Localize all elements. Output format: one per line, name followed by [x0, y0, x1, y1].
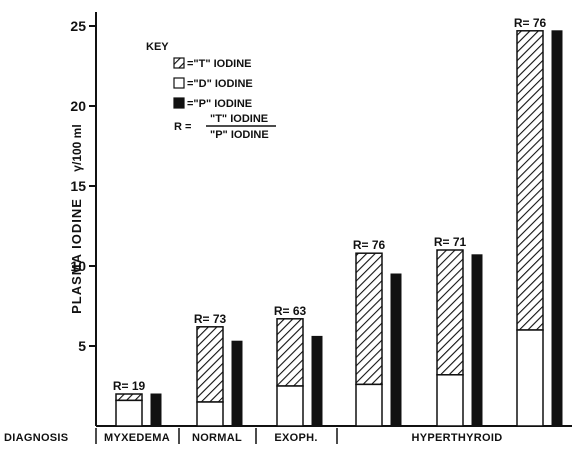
bar-p-iodine [390, 273, 402, 427]
y-tick-label: 25 [70, 18, 86, 34]
r-ratio-label: R= 19 [113, 379, 146, 393]
bar-t-iodine [516, 30, 544, 331]
legend-swatch-hatched [173, 57, 185, 69]
y-axis-unit: γ/100 ml [70, 124, 84, 171]
bar-p-iodine [150, 393, 162, 427]
bar-p-iodine [311, 335, 323, 427]
legend-swatch-white [173, 77, 185, 89]
bar-p-iodine [231, 340, 243, 427]
category-label: HYPERTHYROID [412, 432, 503, 444]
bar-t-iodine [436, 249, 464, 376]
y-tick-label: 15 [70, 178, 86, 194]
category-label: MYXEDEMA [104, 432, 170, 444]
bar-t-iodine [276, 318, 304, 387]
y-tick-label: 10 [70, 258, 86, 274]
bar-p-iodine [551, 30, 563, 427]
legend-ratio-lhs: R = [174, 121, 191, 133]
bar-d-iodine [115, 399, 143, 427]
legend: KEY ="T" IODINE ="D" IODINE ="P" IODINE … [146, 41, 276, 141]
bar-d-iodine [355, 383, 383, 427]
r-ratio-label: R= 73 [194, 312, 227, 326]
y-ticks: 5 10 15 20 25 [70, 18, 96, 354]
r-ratio-label: R= 76 [353, 238, 386, 252]
legend-ratio-denominator: "P" IODINE [210, 129, 269, 141]
legend-ratio-numerator: "T" IODINE [210, 113, 268, 125]
category-label: NORMAL [192, 432, 242, 444]
bars: R= 19 R= 73 R= 63 R= 76 R= 71 R= 76 [113, 16, 563, 427]
legend-entry-d-iodine: ="D" IODINE [187, 78, 253, 90]
category-label: EXOPH. [274, 432, 317, 444]
category-strip: DIAGNOSIS MYXEDEMA NORMAL EXOPH. HYPERTHYROI… [4, 428, 503, 444]
y-axis-label: PLASMA IODINE [69, 198, 84, 314]
r-ratio-label: R= 71 [434, 235, 467, 249]
bar-t-iodine [355, 252, 383, 386]
bar-d-iodine [516, 329, 544, 427]
bar-d-iodine [436, 374, 464, 427]
bar-d-iodine [276, 385, 304, 427]
legend-entry-p-iodine: ="P" IODINE [187, 98, 252, 110]
x-axis-label: DIAGNOSIS [4, 432, 68, 444]
r-ratio-label: R= 76 [514, 16, 547, 30]
bar-t-iodine [196, 326, 224, 403]
y-axis-label-group: PLASMA IODINE γ/100 ml [69, 124, 84, 314]
bar-p-iodine [471, 254, 483, 427]
bar-t-iodine [115, 393, 143, 402]
legend-title: KEY [146, 41, 169, 53]
legend-swatch-black [173, 97, 185, 109]
bar-d-iodine [196, 401, 224, 427]
legend-entry-t-iodine: ="T" IODINE [187, 58, 252, 70]
r-ratio-label: R= 63 [274, 304, 307, 318]
y-tick-label: 20 [70, 98, 86, 114]
y-tick-label: 5 [78, 338, 86, 354]
